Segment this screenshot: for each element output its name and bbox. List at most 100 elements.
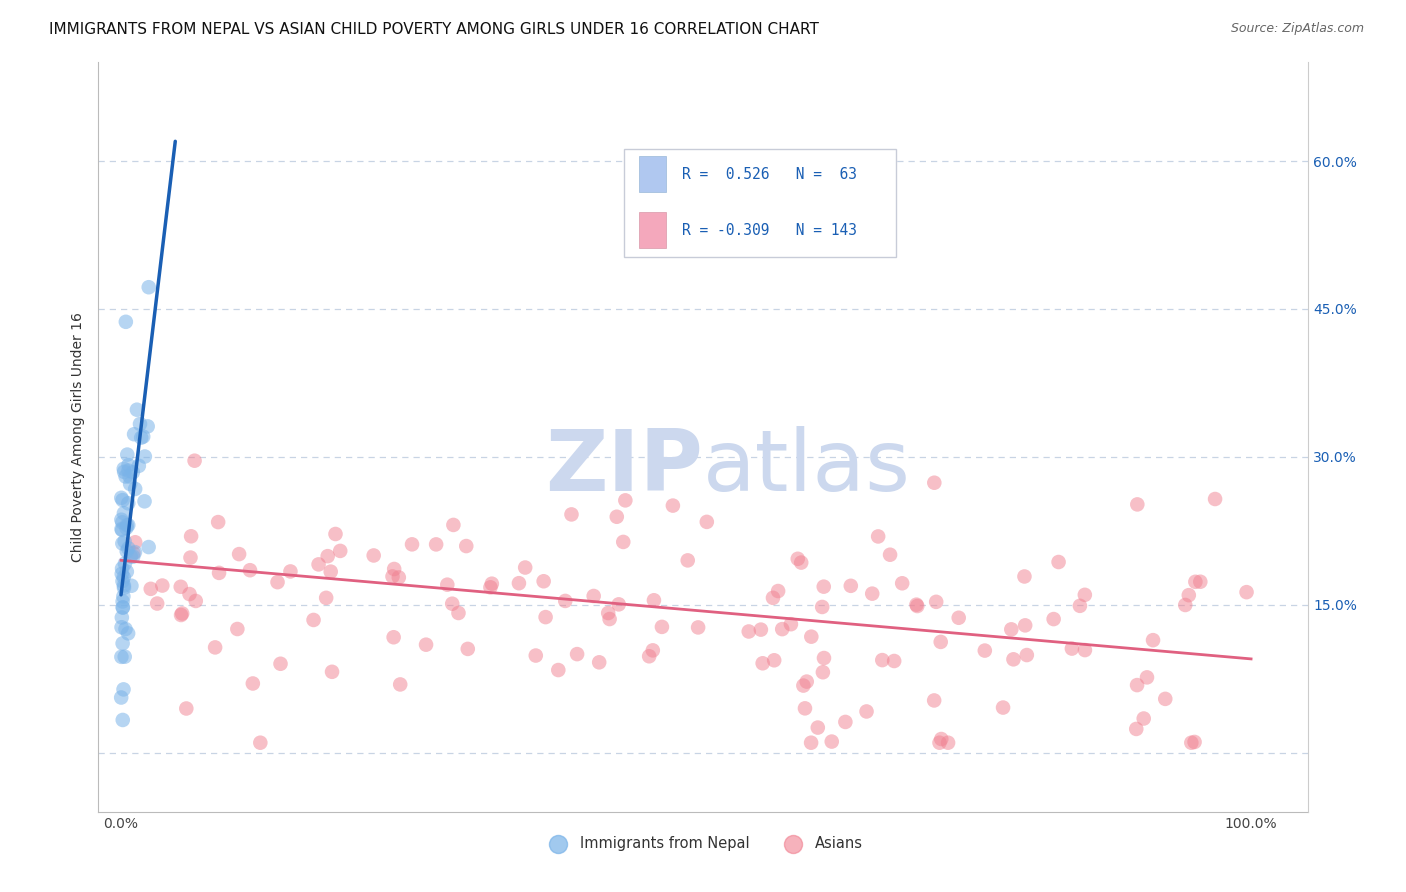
Point <box>796 674 818 689</box>
Point <box>139 582 162 596</box>
Point <box>651 620 673 634</box>
Point <box>688 620 710 634</box>
Point <box>860 587 883 601</box>
Point <box>125 402 148 417</box>
Point <box>128 458 150 473</box>
Point <box>436 577 458 591</box>
Point <box>738 624 761 639</box>
Point <box>308 558 330 572</box>
Point <box>111 493 134 508</box>
Point <box>208 566 231 580</box>
Point <box>117 496 139 510</box>
Point <box>124 535 146 549</box>
Point <box>554 594 576 608</box>
Y-axis label: Child Poverty Among Girls Under 16: Child Poverty Among Girls Under 16 <box>72 312 86 562</box>
Point <box>150 578 173 592</box>
Point <box>524 648 547 663</box>
Point <box>936 736 959 750</box>
FancyBboxPatch shape <box>624 149 897 257</box>
Point <box>112 581 135 595</box>
Point <box>1204 491 1226 506</box>
Point <box>121 465 143 479</box>
Text: R = -0.309   N = 143: R = -0.309 N = 143 <box>682 223 858 238</box>
Point <box>122 427 145 442</box>
Point <box>388 570 411 584</box>
Point <box>115 518 138 533</box>
Text: IMMIGRANTS FROM NEPAL VS ASIAN CHILD POVERTY AMONG GIRLS UNDER 16 CORRELATION CH: IMMIGRANTS FROM NEPAL VS ASIAN CHILD POV… <box>49 22 820 37</box>
Point <box>905 599 928 613</box>
Point <box>441 597 464 611</box>
Point <box>266 575 288 590</box>
Point <box>973 643 995 657</box>
Point <box>807 721 830 735</box>
Point <box>112 465 135 479</box>
Point <box>547 663 569 677</box>
Point <box>855 705 877 719</box>
Point <box>110 513 132 527</box>
Point <box>588 656 610 670</box>
Point <box>614 493 637 508</box>
Point <box>1069 599 1091 613</box>
Point <box>389 677 412 691</box>
Point <box>1042 612 1064 626</box>
Point <box>228 547 250 561</box>
Point <box>441 517 464 532</box>
Point <box>868 529 890 543</box>
Point <box>1000 623 1022 637</box>
Point <box>1154 691 1177 706</box>
Point <box>1060 641 1083 656</box>
Point <box>800 630 823 644</box>
Point <box>207 515 229 529</box>
Point <box>146 597 169 611</box>
Point <box>599 612 621 626</box>
Point <box>115 544 138 558</box>
Point <box>606 509 628 524</box>
Point <box>1184 735 1206 749</box>
Point <box>180 529 202 543</box>
Point <box>117 626 139 640</box>
Point <box>110 649 132 664</box>
Point <box>117 464 139 478</box>
Point <box>676 553 699 567</box>
Point <box>928 736 950 750</box>
Point <box>114 557 136 571</box>
Point <box>270 657 292 671</box>
Point <box>1178 588 1201 602</box>
Point <box>111 636 134 650</box>
Point <box>762 591 785 605</box>
Point <box>1047 555 1070 569</box>
Point <box>929 731 952 746</box>
Point <box>111 566 134 581</box>
Point <box>786 551 808 566</box>
Point <box>924 475 946 490</box>
Point <box>612 535 634 549</box>
Point <box>1132 712 1154 726</box>
Point <box>110 491 132 505</box>
Point <box>582 589 605 603</box>
Point <box>790 556 813 570</box>
Point <box>456 539 478 553</box>
Point <box>138 280 160 294</box>
Point <box>111 600 134 615</box>
Point <box>401 537 423 551</box>
Point <box>112 506 135 520</box>
Point <box>111 561 134 575</box>
Point <box>641 643 664 657</box>
Point <box>481 576 503 591</box>
Point <box>515 560 537 574</box>
Point <box>184 594 207 608</box>
Point <box>1180 736 1202 750</box>
Point <box>134 494 156 508</box>
Point <box>134 450 156 464</box>
Point <box>321 665 343 679</box>
Point <box>1184 574 1206 589</box>
Point <box>316 549 339 563</box>
Point <box>110 690 132 705</box>
Point <box>280 565 302 579</box>
Point <box>329 544 352 558</box>
Point <box>751 657 773 671</box>
Point <box>204 640 226 655</box>
Point <box>1142 633 1164 648</box>
Point <box>242 676 264 690</box>
Point <box>534 610 557 624</box>
